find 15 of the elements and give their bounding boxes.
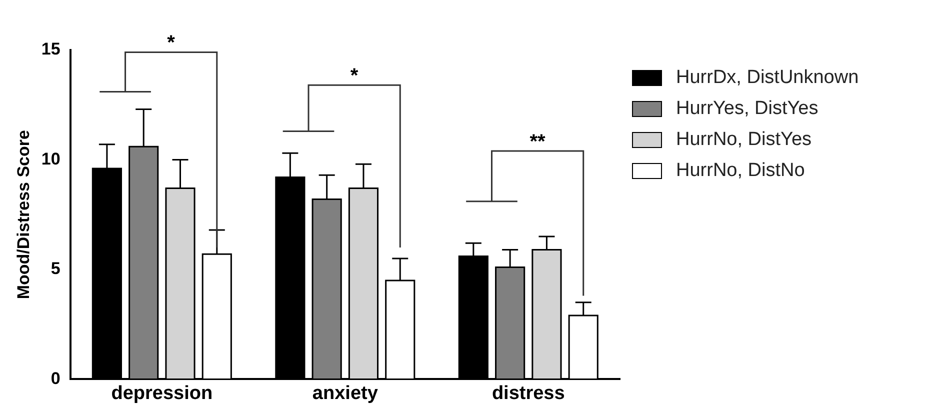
legend-label: HurrNo, DistNo bbox=[676, 160, 805, 182]
y-axis-title: Mood/Distress Score bbox=[14, 130, 33, 300]
legend-label: HurrYes, DistYes bbox=[676, 98, 818, 120]
y-tick-label: 5 bbox=[50, 259, 60, 278]
legend-label: HurrNo, DistYes bbox=[676, 128, 812, 150]
x-tick-label: depression bbox=[111, 382, 213, 404]
annotation: ** bbox=[530, 130, 546, 153]
x-tick-label: distress bbox=[492, 382, 565, 404]
y-tick-label: 15 bbox=[41, 40, 60, 59]
x-tick-label: anxiety bbox=[312, 382, 378, 404]
legend-label: HurrDx, DistUnknown bbox=[676, 66, 859, 88]
annotation: * bbox=[167, 32, 176, 54]
annotation: * bbox=[350, 65, 358, 88]
y-tick-label: 10 bbox=[41, 149, 60, 168]
y-tick-label: 0 bbox=[50, 368, 60, 388]
